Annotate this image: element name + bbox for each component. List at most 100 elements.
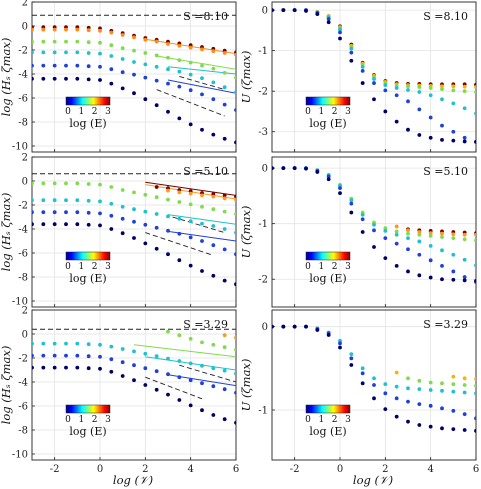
data-point <box>109 54 114 58</box>
data-point <box>234 75 236 80</box>
data-point <box>394 396 399 401</box>
x-tick-label: 0 <box>97 464 103 475</box>
data-point <box>64 210 68 215</box>
colorbar-tick-label: 3 <box>105 415 111 425</box>
colorbar-tick-label: 0 <box>65 107 71 117</box>
data-point <box>338 341 342 346</box>
data-point <box>143 351 148 356</box>
data-point <box>166 109 170 114</box>
data-point <box>372 81 376 85</box>
x-tick-label: 0 <box>337 464 343 475</box>
plot-frame <box>31 1 237 153</box>
data-point <box>349 210 354 215</box>
data-point <box>166 55 170 60</box>
data-point <box>41 76 46 81</box>
data-point <box>394 224 399 229</box>
data-point <box>177 116 182 121</box>
data-point <box>143 222 148 227</box>
data-point <box>222 209 227 214</box>
data-point <box>234 197 236 202</box>
data-point <box>75 63 80 68</box>
data-point <box>272 166 274 171</box>
data-point <box>154 185 159 189</box>
data-point <box>360 230 365 234</box>
data-point <box>120 204 125 209</box>
data-point <box>154 39 159 44</box>
data-point <box>86 198 91 203</box>
colorbar-tick-label: 1 <box>318 262 324 272</box>
series-logE-2.6 <box>394 370 476 382</box>
data-point <box>349 201 354 206</box>
data-point <box>143 62 148 67</box>
data-point <box>32 50 34 55</box>
data-point <box>166 372 170 377</box>
data-point <box>200 63 204 68</box>
data-point <box>211 413 216 417</box>
data-point <box>98 78 102 82</box>
data-point <box>64 181 68 186</box>
data-point <box>272 8 274 13</box>
data-point <box>143 209 148 214</box>
data-point <box>177 200 182 204</box>
y-tick-label: 0 <box>262 164 268 175</box>
data-point <box>326 20 331 25</box>
data-point <box>462 139 467 144</box>
data-point <box>222 51 227 55</box>
y-tick-label: -10 <box>12 297 28 308</box>
data-point <box>440 426 444 431</box>
data-point <box>234 212 236 216</box>
data-point <box>32 365 34 370</box>
series-logE-2 <box>272 166 476 243</box>
data-point <box>132 219 136 224</box>
data-point <box>417 387 422 392</box>
data-point <box>222 333 227 338</box>
data-point <box>75 210 80 215</box>
asymptote-dashed-line <box>145 376 203 400</box>
data-point <box>292 166 297 171</box>
data-point <box>41 181 46 186</box>
colorbar-tick-label: 1 <box>78 262 84 272</box>
data-point <box>200 363 204 368</box>
y-tick-label: -3 <box>258 127 268 138</box>
y-tick-label: -6 <box>18 94 28 105</box>
data-point <box>360 381 365 386</box>
data-point <box>406 269 410 274</box>
data-point <box>211 194 216 199</box>
stratification-annotation: S =5.10 <box>183 165 228 178</box>
data-point <box>32 341 34 346</box>
data-layer <box>32 173 236 287</box>
data-point <box>394 414 399 419</box>
data-point <box>211 97 216 102</box>
data-point <box>32 39 34 44</box>
stratification-annotation: S =8.10 <box>183 10 228 23</box>
y-tick-label: -1 <box>258 219 268 230</box>
data-point <box>462 390 467 395</box>
data-point <box>222 85 227 90</box>
data-point <box>177 231 182 236</box>
data-point <box>417 402 422 407</box>
data-point <box>417 423 422 427</box>
data-point <box>222 417 227 422</box>
data-point <box>394 232 399 237</box>
colorbar-tick-label: 0 <box>305 262 311 272</box>
y-tick-label: -2 <box>18 354 28 365</box>
fit-line <box>167 214 236 225</box>
data-point <box>188 202 193 207</box>
data-point <box>41 50 46 55</box>
data-point <box>75 50 80 55</box>
data-point <box>188 378 193 383</box>
series-logE-2 <box>406 376 476 388</box>
colorbar-tick-label: 3 <box>345 107 351 117</box>
y-tick-label: 2 <box>22 0 28 9</box>
data-point <box>154 78 159 83</box>
data-point <box>234 140 236 145</box>
colorbar-label: log (E) <box>309 425 346 438</box>
data-point <box>98 40 102 45</box>
data-point <box>349 356 354 361</box>
data-point <box>52 76 57 81</box>
data-point <box>451 138 456 143</box>
y-tick-label: 0 <box>22 22 28 33</box>
colorbar-gradient <box>305 96 351 106</box>
data-point <box>211 207 216 212</box>
